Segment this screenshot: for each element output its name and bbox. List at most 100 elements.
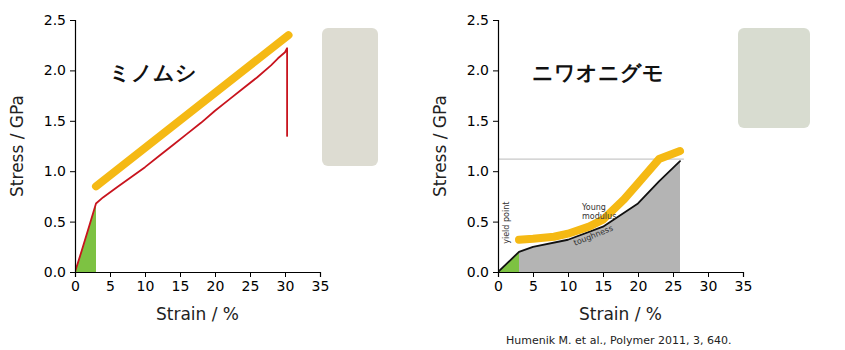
annotation: toughness <box>572 224 614 248</box>
x-tick-label: 35 <box>735 278 753 294</box>
x-tick-mark <box>285 272 286 277</box>
y-tick-label: 1.5 <box>44 113 66 129</box>
y-tick-label: 2.5 <box>467 12 489 28</box>
x-tick: 0 <box>71 272 80 294</box>
y-tick-mark <box>70 70 75 71</box>
source-note: Humenik M. et al., Polymer 2011, 3, 640. <box>506 334 731 347</box>
y-tick: 1.5 <box>467 113 498 129</box>
annotation-line: Young <box>581 203 606 212</box>
x-tick-mark <box>110 272 111 277</box>
x-tick: 25 <box>665 272 683 294</box>
x-tick-mark <box>215 272 216 277</box>
line <box>96 35 289 186</box>
x-axis-title: Strain / % <box>579 304 662 324</box>
y-axis: 0.0 0.5 1.0 1.5 2.0 2.5 <box>44 12 76 280</box>
x-tick: 35 <box>735 272 753 294</box>
line <box>75 48 287 272</box>
x-axis: 0 5 10 15 20 25 30 35 <box>494 272 752 294</box>
y-tick-label: 2.0 <box>44 62 66 78</box>
y-tick-mark <box>493 70 498 71</box>
area <box>519 161 680 272</box>
x-tick-label: 30 <box>700 278 718 294</box>
y-tick: 1.5 <box>44 113 75 129</box>
y-tick: 0.0 <box>467 264 498 280</box>
chart-svg: 0 5 10 15 20 25 30 35 0.0 0.5 1.0 1.5 2.0 2.5 Strain /… <box>0 0 845 350</box>
x-tick: 10 <box>137 272 155 294</box>
y-tick-label: 0.0 <box>467 264 489 280</box>
y-tick: 0.5 <box>467 214 498 230</box>
panel: 0 5 10 15 20 25 30 35 0.0 0.5 1.0 1.5 2.0 2.5 Strain /… <box>430 12 752 324</box>
x-tick-label: 25 <box>665 278 683 294</box>
annotation-line: modulus <box>582 212 616 221</box>
x-tick: 30 <box>277 272 295 294</box>
photo-placeholder <box>322 28 378 166</box>
x-tick: 0 <box>494 272 503 294</box>
plot-marks <box>75 35 289 272</box>
x-tick: 15 <box>172 272 190 294</box>
y-tick-label: 1.0 <box>467 163 489 179</box>
x-tick-mark <box>180 272 181 277</box>
line <box>498 161 680 272</box>
y-tick-label: 1.0 <box>44 163 66 179</box>
annotation: Youngmodulus <box>581 203 616 221</box>
x-tick-mark <box>708 272 709 277</box>
photo-placeholder <box>738 28 810 128</box>
y-tick-mark <box>493 20 498 21</box>
x-tick-mark <box>533 272 534 277</box>
x-tick-label: 0 <box>494 278 503 294</box>
y-tick: 1.0 <box>44 163 75 179</box>
y-tick-mark <box>70 222 75 223</box>
y-tick: 1.0 <box>467 163 498 179</box>
y-tick-label: 0.5 <box>44 214 66 230</box>
y-tick-mark <box>493 272 498 273</box>
x-tick-label: 35 <box>312 278 330 294</box>
x-tick: 30 <box>700 272 718 294</box>
y-tick-label: 0.5 <box>467 214 489 230</box>
x-tick: 20 <box>630 272 648 294</box>
y-axis-title: Stress / GPa <box>7 95 27 197</box>
line <box>519 151 680 240</box>
x-tick: 35 <box>312 272 330 294</box>
x-tick-mark <box>250 272 251 277</box>
y-tick-label: 0.0 <box>44 264 66 280</box>
y-axis-line <box>70 21 76 273</box>
annotation: yield point <box>502 202 511 244</box>
x-tick-label: 15 <box>595 278 613 294</box>
x-tick-label: 20 <box>207 278 225 294</box>
x-tick: 25 <box>242 272 260 294</box>
x-tick: 5 <box>106 272 115 294</box>
y-tick: 2.0 <box>467 62 498 78</box>
x-tick-mark <box>673 272 674 277</box>
x-tick-mark <box>145 272 146 277</box>
chart-title: ミノムシ <box>109 61 197 85</box>
y-axis-title: Stress / GPa <box>430 95 450 197</box>
y-tick: 2.5 <box>467 12 498 28</box>
x-axis-line <box>499 273 744 278</box>
x-tick-mark <box>568 272 569 277</box>
x-axis-line <box>76 273 321 278</box>
x-tick-label: 5 <box>106 278 115 294</box>
x-axis-title: Strain / % <box>156 304 239 324</box>
x-tick: 20 <box>207 272 225 294</box>
x-tick-mark <box>743 272 744 277</box>
y-tick-label: 1.5 <box>467 113 489 129</box>
x-tick: 10 <box>560 272 578 294</box>
y-tick: 0.0 <box>44 264 75 280</box>
panel: 0 5 10 15 20 25 30 35 0.0 0.5 1.0 1.5 2.0 2.5 Strain /… <box>7 12 329 324</box>
y-tick: 2.5 <box>44 12 75 28</box>
y-axis-line <box>493 21 499 273</box>
y-tick-mark <box>70 171 75 172</box>
y-tick: 0.5 <box>44 214 75 230</box>
x-tick-label: 5 <box>529 278 538 294</box>
y-tick-label: 2.5 <box>44 12 66 28</box>
x-tick-label: 10 <box>560 278 578 294</box>
x-tick-label: 30 <box>277 278 295 294</box>
y-tick-mark <box>493 121 498 122</box>
x-tick-label: 0 <box>71 278 80 294</box>
y-tick-label: 2.0 <box>467 62 489 78</box>
x-axis: 0 5 10 15 20 25 30 35 <box>71 272 329 294</box>
x-tick-label: 10 <box>137 278 155 294</box>
y-tick-mark <box>493 222 498 223</box>
x-tick-mark <box>320 272 321 277</box>
plot-marks <box>498 151 684 272</box>
